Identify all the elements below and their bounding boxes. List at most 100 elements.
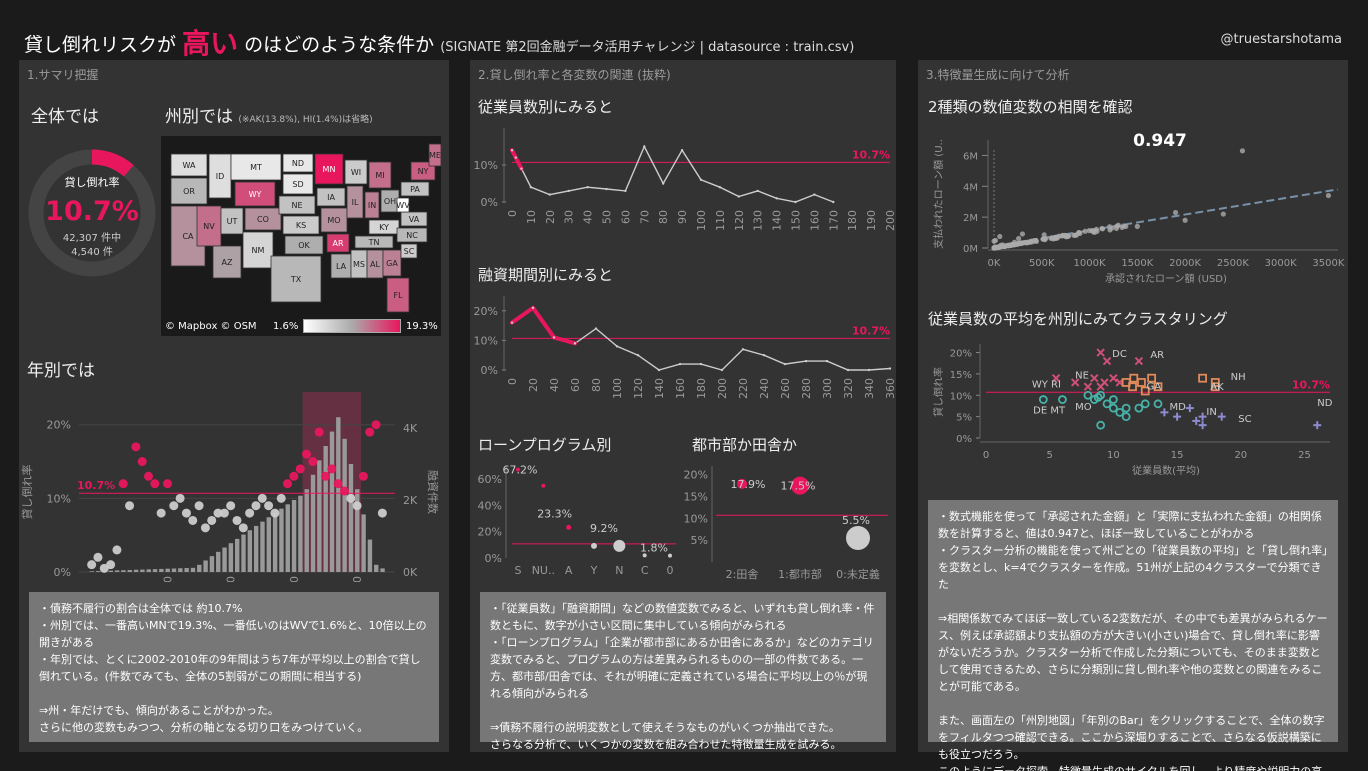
- program-point: [591, 543, 597, 549]
- program-data-label: 1.8%: [640, 542, 668, 555]
- correlation-scatter[interactable]: 0.947 6M 4M 2M 0M 0K 500K 1000K 1500K 2000K 2500K 3…: [918, 126, 1348, 302]
- cluster-title: 従業員数の平均を州別にみてクラスタリング: [928, 308, 1228, 329]
- corr-x-tick: 3500K: [1312, 258, 1344, 269]
- cluster-point-x: [1084, 383, 1091, 390]
- state-label-oh: OH: [384, 197, 396, 206]
- year-yright-tick: 2K: [403, 494, 418, 507]
- year-bar: [229, 543, 233, 572]
- term-chart-title: 融資期間別にみると: [478, 264, 613, 285]
- emp-x-tick: 140: [771, 210, 784, 231]
- state-label-ut: UT: [227, 217, 238, 226]
- employee-chart[interactable]: 10% 0% 10.7% 0 10 20 30 40 50 60 70 80 90 100 110 120 13…: [470, 120, 896, 250]
- year-bar: [374, 565, 378, 572]
- emp-x-tick: 120: [733, 210, 746, 231]
- year-yleft-tick: 20%: [47, 419, 71, 432]
- program-x-tick: NU..: [532, 564, 555, 577]
- emp-point: [511, 149, 513, 151]
- year-bar: [222, 548, 226, 572]
- cluster-point-circle: [1123, 405, 1130, 412]
- year-chart[interactable]: 20% 10% 0% 4K 2K 0K 10.7% 1980 1990 2000 2010 貸し倒れ率…: [19, 382, 449, 582]
- corr-point: [1066, 233, 1071, 238]
- term-point: [595, 327, 597, 329]
- program-y-tick: 20%: [478, 526, 502, 539]
- cluster-y-tick: 20%: [950, 349, 972, 360]
- year-rate-dot: [112, 545, 121, 554]
- term-x-tick: 80: [590, 378, 603, 392]
- emp-point: [775, 197, 777, 199]
- year-rate-dot: [201, 523, 210, 532]
- urban-chart[interactable]: 20% 15% 10% 5% 2:田舎 1:都市部 0:未定義 17.9% 17.5% 5.5%: [682, 458, 894, 582]
- donut-label: 貸し倒れ率: [65, 175, 120, 189]
- year-bar: [235, 539, 239, 572]
- year-rate-dot: [226, 501, 235, 510]
- year-rate-dot: [258, 494, 267, 503]
- term-chart[interactable]: 20% 10% 0% 10.7% 0 20 40 60 80 100 120 140 160 180 200…: [470, 288, 896, 418]
- year-rate-dot: [378, 509, 387, 518]
- year-bar: [184, 568, 188, 572]
- default-rate-donut[interactable]: 貸し倒れ率 10.7% 42,307 件中 4,540 件: [27, 148, 157, 278]
- year-rate-dot: [207, 516, 216, 525]
- corr-point: [997, 234, 1002, 239]
- corr-x-label: 承認されたローン額 (USD): [1105, 272, 1227, 285]
- state-label-ca: CA: [182, 232, 194, 241]
- year-bar: [140, 570, 144, 572]
- state-label-ks: KS: [296, 221, 306, 230]
- cluster-point-plus: [1192, 417, 1200, 425]
- year-bar: [121, 570, 125, 572]
- year-rate-dot: [169, 501, 178, 510]
- program-x-tick: Y: [590, 564, 598, 577]
- emp-point: [832, 201, 834, 203]
- program-chart[interactable]: 60% 40% 20% 0% S NU.. A Y N C 0 67.2% 23.3% 9.2% 1.8%: [470, 458, 682, 582]
- emp-point: [568, 190, 570, 192]
- term-point: [721, 369, 723, 371]
- term-point: [553, 336, 555, 338]
- state-title-text: 州別では: [165, 107, 233, 127]
- state-label-ga: GA: [386, 259, 398, 268]
- year-yleft-label: 貸し倒れ率: [20, 465, 34, 520]
- year-bar: [342, 439, 346, 572]
- year-yright-tick: 0K: [403, 566, 418, 579]
- cluster-x-label: 従業員数(平均): [1132, 464, 1200, 477]
- corr-point: [1173, 210, 1178, 215]
- corr-x-tick: 1500K: [1121, 258, 1153, 269]
- corr-point: [1061, 233, 1066, 238]
- cluster-state-label: MO: [1075, 402, 1092, 413]
- corr-point: [1020, 231, 1025, 236]
- emp-point: [794, 201, 796, 203]
- emp-y-tick: 0%: [481, 196, 498, 209]
- state-label-fl: FL: [393, 291, 403, 300]
- corr-point: [1073, 233, 1078, 238]
- corr-x-tick: 500K: [1029, 258, 1055, 269]
- cluster-y-tick: 15%: [950, 370, 972, 381]
- emp-ref-label: 10.7%: [852, 148, 890, 161]
- year-rate-dot: [302, 450, 311, 459]
- state-label-pa: PA: [410, 185, 420, 194]
- corr-point: [993, 238, 998, 243]
- state-map-svg[interactable]: WA OR CA NV ID MT WY UT AZ CO NM ND SD NE KS OK TX MN IA MO…: [161, 136, 441, 336]
- relations-note: ・「従業員数」「融資期間」などの数値変数でみると、いずれも貸し倒れ率・件数ともに…: [480, 592, 886, 742]
- cluster-point-x: [1104, 358, 1111, 365]
- year-bar: [298, 496, 302, 572]
- state-label-tn: TN: [368, 238, 380, 247]
- term-x-tick: 220: [737, 378, 750, 399]
- corr-x-tick: 2000K: [1169, 258, 1201, 269]
- term-point: [889, 367, 891, 369]
- year-rate-dot: [182, 509, 191, 518]
- term-y-tick: 20%: [474, 305, 498, 318]
- term-point: [532, 307, 534, 309]
- state-map[interactable]: WA OR CA NV ID MT WY UT AZ CO NM ND SD NE KS OK TX MN IA MO…: [161, 136, 441, 336]
- year-rate-dot: [289, 472, 298, 481]
- year-rate-dot: [340, 487, 349, 496]
- cluster-scatter[interactable]: 20% 15% 10% 5% 0% 10.7% DC AR WY RI NE GA NH AK DE MT…: [918, 334, 1348, 494]
- year-bar: [248, 530, 252, 572]
- year-bar: [191, 568, 195, 572]
- program-data-label: 23.3%: [537, 507, 572, 520]
- cluster-ref-label: 10.7%: [1292, 378, 1330, 391]
- year-bar: [273, 513, 277, 572]
- year-rate-dot: [315, 428, 324, 437]
- emp-x-tick: 160: [808, 210, 821, 231]
- corr-x-tick: 2500K: [1217, 258, 1249, 269]
- state-label-al: AL: [370, 260, 380, 269]
- year-rate-dot: [106, 560, 115, 569]
- corr-point: [1326, 193, 1331, 198]
